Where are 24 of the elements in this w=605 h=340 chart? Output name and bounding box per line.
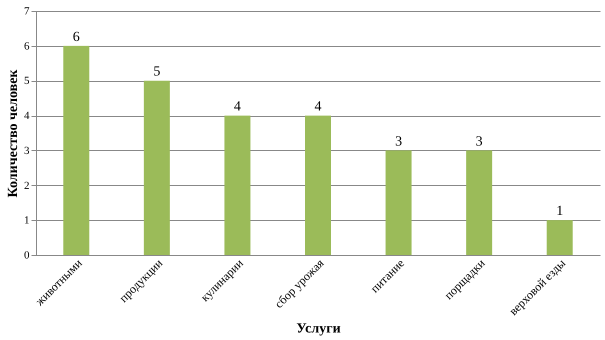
- x-axis-title: Услуги: [296, 321, 341, 336]
- y-tick-label: 3: [24, 144, 30, 157]
- bar: [305, 116, 331, 255]
- y-tick-label: 6: [24, 40, 30, 52]
- y-axis-title: Количество человек: [6, 68, 21, 198]
- bar: [546, 220, 573, 255]
- bar: [144, 80, 170, 255]
- y-tick-label: 2: [24, 180, 30, 192]
- data-label: 3: [476, 134, 483, 150]
- y-tick-label: 1: [24, 214, 30, 227]
- data-label: 6: [72, 30, 80, 45]
- data-label: 3: [395, 134, 402, 150]
- y-tick-label: 0: [24, 250, 30, 262]
- bar: [466, 150, 492, 255]
- y-tick-label: 7: [24, 6, 30, 18]
- data-label: 4: [314, 100, 322, 115]
- data-label: 5: [153, 64, 160, 80]
- y-tick-label: 4: [24, 110, 30, 122]
- bar: [224, 116, 250, 255]
- data-label: 4: [234, 100, 241, 115]
- y-tick-label: 5: [24, 75, 30, 88]
- data-label: 1: [556, 204, 564, 220]
- bar: [386, 150, 412, 255]
- bar: [63, 46, 90, 255]
